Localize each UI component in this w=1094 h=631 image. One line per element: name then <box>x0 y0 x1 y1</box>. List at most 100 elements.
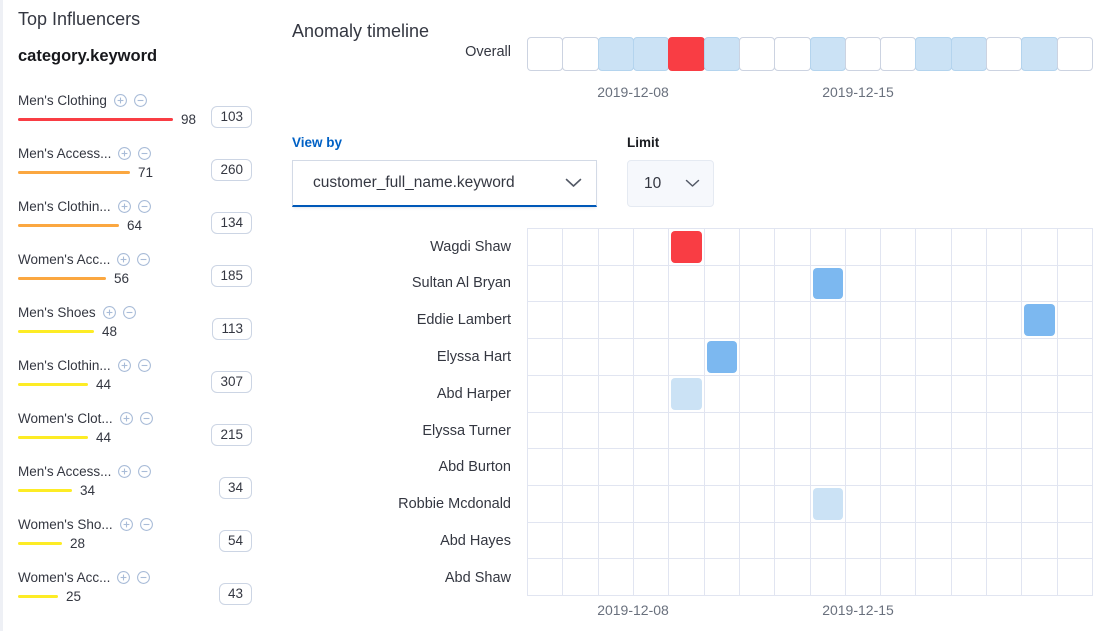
swimlane-cell[interactable] <box>916 449 952 486</box>
swimlane-cell[interactable] <box>528 449 564 486</box>
limit-select[interactable]: 10 <box>627 160 714 207</box>
swimlane-cell[interactable] <box>1057 559 1093 596</box>
overall-swimlane-cell[interactable] <box>738 37 776 71</box>
swimlane-cell[interactable] <box>916 485 952 523</box>
swimlane-cell[interactable] <box>563 265 599 303</box>
swimlane-cell[interactable] <box>881 229 917 266</box>
overall-swimlane-cell[interactable] <box>597 37 634 71</box>
swimlane-cell[interactable] <box>563 449 599 486</box>
swimlane-cell[interactable] <box>528 302 564 340</box>
swimlane-cell[interactable] <box>916 302 952 340</box>
swimlane-cell[interactable] <box>775 339 811 376</box>
swimlane-cell[interactable] <box>739 412 776 450</box>
swimlane-cell[interactable] <box>775 265 811 303</box>
swimlane-cell[interactable] <box>1022 449 1058 486</box>
swimlane-cell[interactable] <box>704 229 740 266</box>
swimlane-cell[interactable] <box>633 522 670 560</box>
swimlane-cell[interactable] <box>704 559 740 596</box>
swimlane-cell[interactable] <box>739 229 776 266</box>
swimlane-cell[interactable] <box>916 229 952 266</box>
swimlane-cell[interactable] <box>987 302 1023 340</box>
swimlane-cell[interactable] <box>916 559 952 596</box>
swimlane-cell[interactable] <box>810 412 846 450</box>
swimlane-cell[interactable] <box>845 375 882 413</box>
swimlane-cell[interactable] <box>881 485 917 523</box>
swimlane-cell[interactable] <box>987 449 1023 486</box>
overall-swimlane-cell[interactable] <box>915 37 952 71</box>
swimlane-cell[interactable] <box>563 302 599 340</box>
swimlane-cell[interactable] <box>1057 375 1093 413</box>
swimlane-cell[interactable] <box>598 449 634 486</box>
swimlane-cell[interactable] <box>775 485 811 523</box>
swimlane-cell[interactable] <box>598 559 634 596</box>
swimlane-cell[interactable] <box>528 485 564 523</box>
swimlane-cell[interactable] <box>951 449 988 486</box>
swimlane-cell[interactable] <box>633 412 670 450</box>
swimlane-cell[interactable] <box>775 412 811 450</box>
influencer-label[interactable]: Men's Clothin... <box>18 357 111 373</box>
overall-swimlane-cell[interactable] <box>562 37 599 71</box>
swimlane-cell[interactable] <box>881 375 917 413</box>
add-filter-icon[interactable] <box>119 411 133 425</box>
swimlane-cell[interactable] <box>528 375 564 413</box>
swimlane-cell[interactable] <box>528 412 564 450</box>
swimlane-cell[interactable] <box>739 522 776 560</box>
swimlane-cell[interactable] <box>810 375 846 413</box>
swimlane-cell[interactable] <box>916 339 952 376</box>
swimlane-cell[interactable] <box>881 449 917 486</box>
swimlane-cell[interactable] <box>916 412 952 450</box>
swimlane-cell[interactable] <box>598 375 634 413</box>
swimlane-cell[interactable] <box>669 302 705 340</box>
swimlane-cell[interactable] <box>810 485 846 523</box>
remove-filter-icon[interactable] <box>137 570 151 584</box>
swimlane-cell[interactable] <box>704 412 740 450</box>
swimlane-cell[interactable] <box>1022 522 1058 560</box>
overall-swimlane-cell[interactable] <box>986 37 1023 71</box>
swimlane-cell[interactable] <box>1022 485 1058 523</box>
swimlane-cell[interactable] <box>528 522 564 560</box>
swimlane-cell[interactable] <box>739 265 776 303</box>
swimlane-cell[interactable] <box>1057 302 1093 340</box>
swimlane-cell[interactable] <box>810 302 846 340</box>
swimlane-cell[interactable] <box>563 559 599 596</box>
overall-swimlane-cell[interactable] <box>668 37 705 71</box>
remove-filter-icon[interactable] <box>137 199 151 213</box>
swimlane-cell[interactable] <box>633 375 670 413</box>
swimlane-cell[interactable] <box>563 412 599 450</box>
swimlane-cell[interactable] <box>845 302 882 340</box>
swimlane-cell[interactable] <box>1022 559 1058 596</box>
swimlane-cell[interactable] <box>987 265 1023 303</box>
swimlane-cell[interactable] <box>633 265 670 303</box>
influencer-label[interactable]: Women's Clot... <box>18 410 113 426</box>
swimlane-cell[interactable] <box>987 339 1023 376</box>
swimlane-cell[interactable] <box>881 522 917 560</box>
remove-filter-icon[interactable] <box>139 517 153 531</box>
swimlane-cell[interactable] <box>704 265 740 303</box>
swimlane-cell[interactable] <box>810 522 846 560</box>
swimlane-cell[interactable] <box>1022 229 1058 266</box>
swimlane-cell[interactable] <box>881 302 917 340</box>
remove-filter-icon[interactable] <box>138 146 152 160</box>
swimlane-cell[interactable] <box>1022 265 1058 303</box>
swimlane-cell[interactable] <box>951 485 988 523</box>
swimlane-cell[interactable] <box>704 339 740 376</box>
swimlane-cell[interactable] <box>775 449 811 486</box>
swimlane-cell[interactable] <box>739 485 776 523</box>
swimlane-cell[interactable] <box>633 485 670 523</box>
swimlane-cell[interactable] <box>1057 265 1093 303</box>
swimlane-cell[interactable] <box>810 559 846 596</box>
swimlane-cell[interactable] <box>810 339 846 376</box>
add-filter-icon[interactable] <box>117 358 131 372</box>
swimlane-cell[interactable] <box>598 302 634 340</box>
swimlane-cell[interactable] <box>1022 302 1058 340</box>
swimlane-cell[interactable] <box>669 339 705 376</box>
swimlane-cell[interactable] <box>810 229 846 266</box>
swimlane-cell[interactable] <box>528 265 564 303</box>
influencer-label[interactable]: Men's Clothin... <box>18 198 111 214</box>
swimlane-cell[interactable] <box>598 265 634 303</box>
swimlane-cell[interactable] <box>845 485 882 523</box>
add-filter-icon[interactable] <box>117 252 131 266</box>
swimlane-cell[interactable] <box>775 229 811 266</box>
influencer-label[interactable]: Men's Clothing <box>18 92 107 108</box>
swimlane-cell[interactable] <box>951 412 988 450</box>
